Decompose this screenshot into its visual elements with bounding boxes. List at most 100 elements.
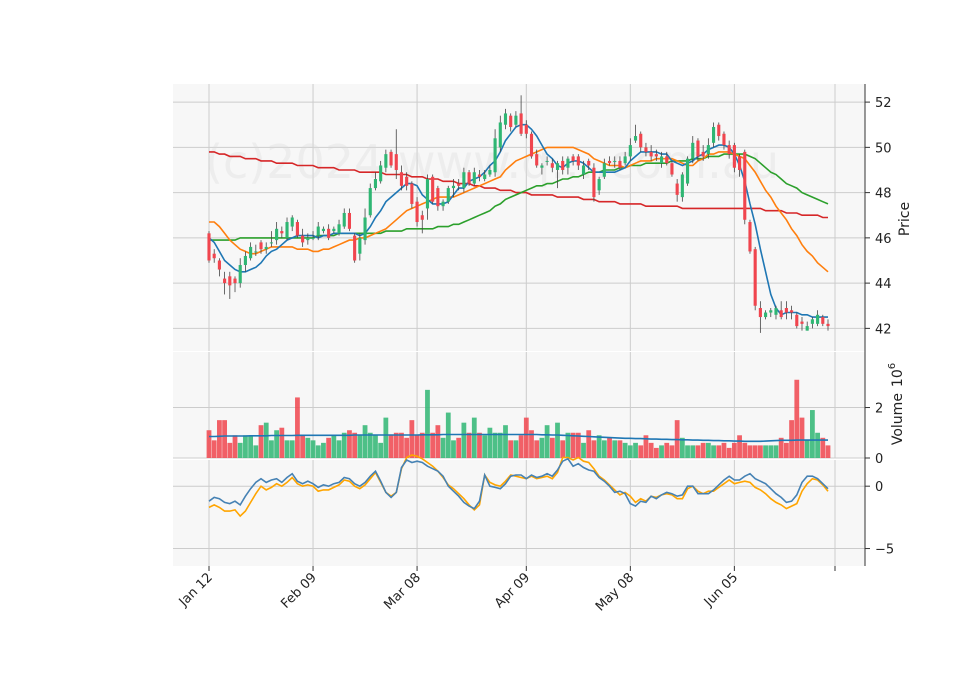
- volume-bar: [664, 442, 670, 458]
- candle-body-up: [691, 142, 695, 159]
- candle-body-up: [243, 255, 247, 266]
- volume-bar: [685, 445, 690, 458]
- candle: [602, 158, 606, 180]
- candle-body-down: [727, 145, 731, 155]
- candle: [509, 113, 513, 132]
- volume-bar: [560, 440, 566, 458]
- volume-bar: [471, 417, 477, 458]
- candle-body-up: [628, 145, 632, 157]
- candle: [264, 242, 268, 254]
- volume-bar: [430, 432, 436, 458]
- volume-bar: [263, 422, 269, 458]
- candle: [503, 108, 508, 130]
- volume-bar: [253, 445, 259, 458]
- volume-bar: [456, 437, 462, 458]
- candle-body-up: [483, 174, 487, 180]
- candle-body-down: [675, 183, 679, 195]
- volume-bar: [700, 442, 706, 458]
- volume-bar: [581, 442, 586, 458]
- candle: [712, 122, 716, 148]
- volume-bar: [783, 442, 789, 458]
- ma-short-line: [208, 123, 828, 318]
- candle: [212, 249, 216, 263]
- candle: [472, 167, 476, 186]
- candle-body-up: [659, 156, 664, 164]
- candle: [665, 151, 669, 166]
- candle: [800, 317, 804, 331]
- candle: [738, 154, 742, 177]
- volume-bar: [331, 435, 337, 458]
- candle-body-up: [623, 156, 627, 164]
- candle-body-up: [379, 165, 383, 182]
- volume-bar: [752, 445, 758, 458]
- volume-ma-line: [209, 433, 828, 443]
- candle: [327, 224, 331, 241]
- candle-body-up: [311, 237, 315, 239]
- volume-bar: [518, 435, 524, 458]
- price-tick-label: 50: [875, 141, 892, 156]
- candle-body-up: [425, 179, 430, 209]
- price-panel: [207, 95, 830, 333]
- volume-bar: [211, 440, 217, 458]
- volume-bar: [393, 432, 399, 458]
- volume-tick-label: 2: [875, 402, 883, 417]
- candle: [493, 129, 497, 177]
- candle-body-down: [509, 115, 513, 127]
- candle-body-up: [269, 242, 273, 244]
- volume-bar: [549, 437, 555, 458]
- candle-body-down: [821, 317, 825, 324]
- candle: [561, 156, 565, 175]
- candle-body-up: [337, 224, 341, 234]
- candle-body-up: [332, 228, 336, 232]
- candle: [743, 149, 747, 225]
- volume-bar: [492, 432, 498, 458]
- volume-bar: [726, 447, 732, 458]
- volume-bar: [815, 432, 820, 458]
- volume-bar: [237, 442, 243, 458]
- candle-body-up: [306, 237, 310, 241]
- candle: [748, 219, 752, 254]
- volume-bar: [279, 427, 285, 458]
- candle: [706, 138, 710, 159]
- price-panel-bg: [173, 84, 865, 351]
- volume-bar: [591, 440, 597, 458]
- volume-bar: [409, 420, 415, 458]
- candle-body-up: [503, 113, 508, 125]
- candle: [405, 172, 409, 191]
- volume-bar: [617, 440, 623, 458]
- volume-bar: [310, 440, 316, 458]
- volume-bar: [690, 445, 696, 458]
- ma-200-line: [209, 151, 828, 219]
- volume-bar: [529, 430, 534, 458]
- candle-body-up: [384, 154, 388, 168]
- price-tick-label: 46: [875, 232, 892, 247]
- candle: [436, 185, 440, 211]
- volume-bar: [778, 437, 784, 458]
- candle-body-up: [441, 201, 445, 207]
- candle-body-down: [524, 124, 528, 134]
- candle: [597, 176, 601, 195]
- candle: [363, 208, 367, 245]
- candle: [701, 145, 705, 161]
- volume-bar: [341, 432, 347, 458]
- candle-body-up: [342, 212, 346, 227]
- candle: [613, 156, 617, 168]
- candle-body-down: [732, 145, 736, 168]
- volume-bar: [742, 442, 748, 458]
- candle: [337, 219, 341, 236]
- volume-bar: [773, 445, 779, 458]
- candle: [379, 160, 383, 184]
- volume-bar: [425, 389, 430, 458]
- candle: [243, 251, 247, 272]
- candle-body-down: [415, 201, 419, 223]
- volume-bar: [731, 442, 737, 458]
- volume-bar: [248, 435, 254, 458]
- candle: [826, 319, 830, 331]
- candle-body-up: [446, 188, 450, 202]
- volume-bar: [643, 435, 649, 458]
- candle: [368, 183, 372, 218]
- candle-body-up: [555, 163, 560, 170]
- candle: [415, 197, 419, 227]
- volume-bar: [269, 440, 274, 458]
- candle-body-down: [717, 124, 721, 137]
